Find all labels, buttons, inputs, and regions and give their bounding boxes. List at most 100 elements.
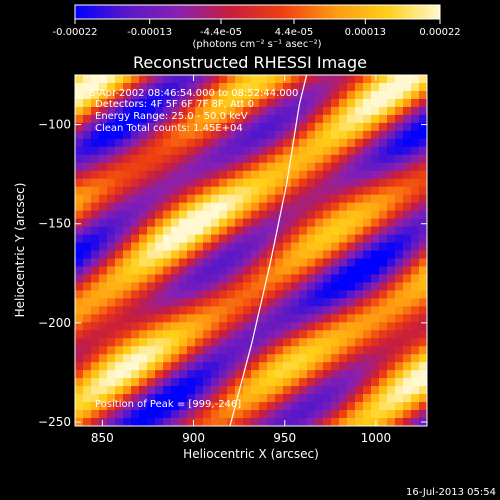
- heatmap-cell: [219, 82, 228, 92]
- heatmap-cell: [419, 226, 427, 236]
- heatmap-cell: [275, 90, 284, 100]
- heatmap-cell: [203, 226, 212, 236]
- heatmap-cell: [363, 402, 372, 411]
- heatmap-cell: [227, 346, 236, 355]
- heatmap-cell: [83, 386, 92, 395]
- heatmap-cell: [259, 106, 268, 116]
- heatmap-cell: [107, 370, 116, 379]
- heatmap-cell: [419, 386, 427, 395]
- heatmap-cell: [291, 194, 300, 204]
- heatmap-cell: [387, 90, 396, 100]
- heatmap-cell: [243, 250, 252, 260]
- heatmap-cell: [227, 234, 236, 244]
- heatmap-cell: [195, 186, 204, 196]
- heatmap-cell: [235, 98, 244, 108]
- heatmap-cell: [307, 418, 316, 426]
- heatmap-cell: [163, 106, 172, 116]
- heatmap-cell: [219, 338, 228, 347]
- heatmap-cell: [411, 106, 420, 116]
- heatmap-cell: [331, 186, 340, 196]
- heatmap-cell: [107, 114, 116, 124]
- heatmap-cell: [147, 130, 156, 140]
- heatmap-cell: [323, 90, 332, 100]
- heatmap-cell: [243, 234, 252, 244]
- heatmap-cell: [387, 250, 396, 260]
- heatmap-cell: [387, 226, 396, 236]
- heatmap-cell: [131, 170, 140, 180]
- heatmap-cell: [75, 290, 84, 299]
- heatmap-cell: [227, 402, 236, 411]
- heatmap-cell: [147, 290, 156, 299]
- heatmap-cell: [363, 322, 372, 331]
- chart-title: Reconstructed RHESSI Image: [133, 53, 367, 72]
- heatmap-cell: [403, 218, 412, 228]
- heatmap-cell: [339, 242, 348, 252]
- heatmap-cell: [131, 258, 140, 268]
- heatmap-cell: [211, 138, 220, 148]
- heatmap-cell: [115, 170, 124, 180]
- heatmap-cell: [419, 250, 427, 260]
- heatmap-cell: [267, 114, 276, 124]
- heatmap-cell: [155, 314, 164, 323]
- heatmap-cell: [275, 82, 284, 92]
- heatmap-cell: [403, 354, 412, 363]
- heatmap-cell: [259, 250, 268, 260]
- heatmap-cell: [163, 75, 172, 84]
- heatmap-cell: [395, 186, 404, 196]
- heatmap-cell: [363, 122, 372, 132]
- heatmap-cell: [211, 290, 220, 299]
- heatmap-cell: [195, 234, 204, 244]
- heatmap-cell: [283, 386, 292, 395]
- heatmap-cell: [83, 90, 92, 100]
- heatmap-cell: [155, 114, 164, 124]
- heatmap-cell: [219, 266, 228, 276]
- heatmap-cell: [139, 114, 148, 124]
- heatmap-cell: [203, 106, 212, 116]
- heatmap-cell: [411, 90, 420, 100]
- heatmap-cell: [323, 130, 332, 140]
- heatmap-cell: [283, 274, 292, 284]
- colorbar-tick-label: -0.00013: [127, 27, 172, 38]
- heatmap-cell: [123, 90, 132, 100]
- heatmap-cell: [371, 202, 380, 212]
- heatmap-cell: [395, 346, 404, 355]
- heatmap-cell: [339, 146, 348, 156]
- heatmap-cell: [371, 82, 380, 92]
- heatmap-cell: [195, 258, 204, 268]
- heatmap-cell: [395, 106, 404, 116]
- heatmap-cell: [371, 330, 380, 339]
- heatmap-cell: [235, 178, 244, 188]
- heatmap-cell: [251, 418, 260, 426]
- heatmap-cell: [267, 298, 276, 307]
- heatmap-cell: [163, 250, 172, 260]
- heatmap-cell: [347, 258, 356, 268]
- heatmap-cell: [211, 90, 220, 100]
- heatmap-cell: [291, 218, 300, 228]
- heatmap-cell: [235, 82, 244, 92]
- footer-timestamp: 16-Jul-2013 05:54: [406, 487, 496, 498]
- heatmap-cell: [115, 90, 124, 100]
- heatmap-cell: [403, 210, 412, 220]
- heatmap-cell: [355, 162, 364, 172]
- heatmap-cell: [179, 106, 188, 116]
- heatmap-cell: [227, 338, 236, 347]
- heatmap-cell: [347, 282, 356, 291]
- heatmap-cell: [131, 322, 140, 331]
- heatmap-cell: [307, 282, 316, 291]
- heatmap-cell: [171, 402, 180, 411]
- heatmap-cell: [259, 194, 268, 204]
- heatmap-cell: [115, 338, 124, 347]
- heatmap-cell: [291, 274, 300, 284]
- heatmap-cell: [387, 354, 396, 363]
- heatmap-cell: [179, 170, 188, 180]
- heatmap-cell: [131, 226, 140, 236]
- heatmap-cell: [299, 410, 308, 419]
- heatmap-cell: [355, 218, 364, 228]
- heatmap-cell: [227, 282, 236, 291]
- heatmap-cell: [267, 370, 276, 379]
- heatmap-cell: [227, 170, 236, 180]
- heatmap-cell: [291, 386, 300, 395]
- heatmap-cell: [227, 130, 236, 140]
- heatmap-cell: [211, 202, 220, 212]
- heatmap-cell: [403, 322, 412, 331]
